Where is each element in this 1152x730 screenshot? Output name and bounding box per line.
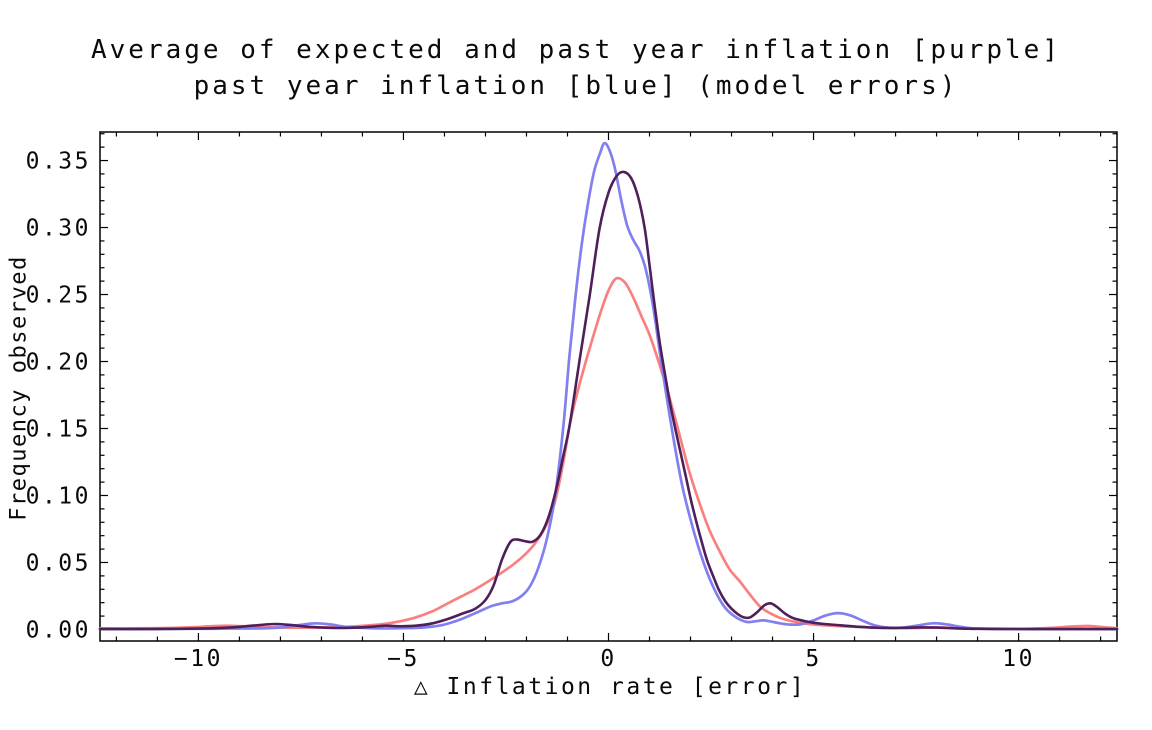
x-tick-label: −5 <box>387 646 420 672</box>
plot-frame <box>99 131 1118 642</box>
chart-title: Average of expected and past year inflat… <box>0 32 1152 104</box>
x-tick-label: −10 <box>174 646 223 672</box>
chart-title-line-1: Average of expected and past year inflat… <box>91 35 1061 65</box>
y-tick-label: 0.30 <box>26 216 91 242</box>
series-curve-2 <box>98 170 1119 631</box>
y-tick-label: 0.05 <box>26 550 91 576</box>
x-tick-label: 10 <box>1002 646 1035 672</box>
y-tick-label: 0.00 <box>26 617 91 643</box>
series-curve-1 <box>98 141 1119 631</box>
y-tick-label: 0.15 <box>26 417 91 443</box>
y-tick-label: 0.35 <box>26 149 91 175</box>
chart-title-line-2: past year inflation [blue] (model errors… <box>193 71 959 101</box>
y-tick-label: 0.25 <box>26 283 91 309</box>
y-tick-label: 0.10 <box>26 483 91 509</box>
x-axis-title: △ Inflation rate [error] <box>413 674 807 700</box>
series-curve-0 <box>98 276 1119 631</box>
y-tick-label: 0.20 <box>26 350 91 376</box>
x-tick-label: 0 <box>600 646 616 672</box>
y-axis-title: Frequency observed <box>6 255 32 521</box>
x-tick-label: 5 <box>805 646 821 672</box>
